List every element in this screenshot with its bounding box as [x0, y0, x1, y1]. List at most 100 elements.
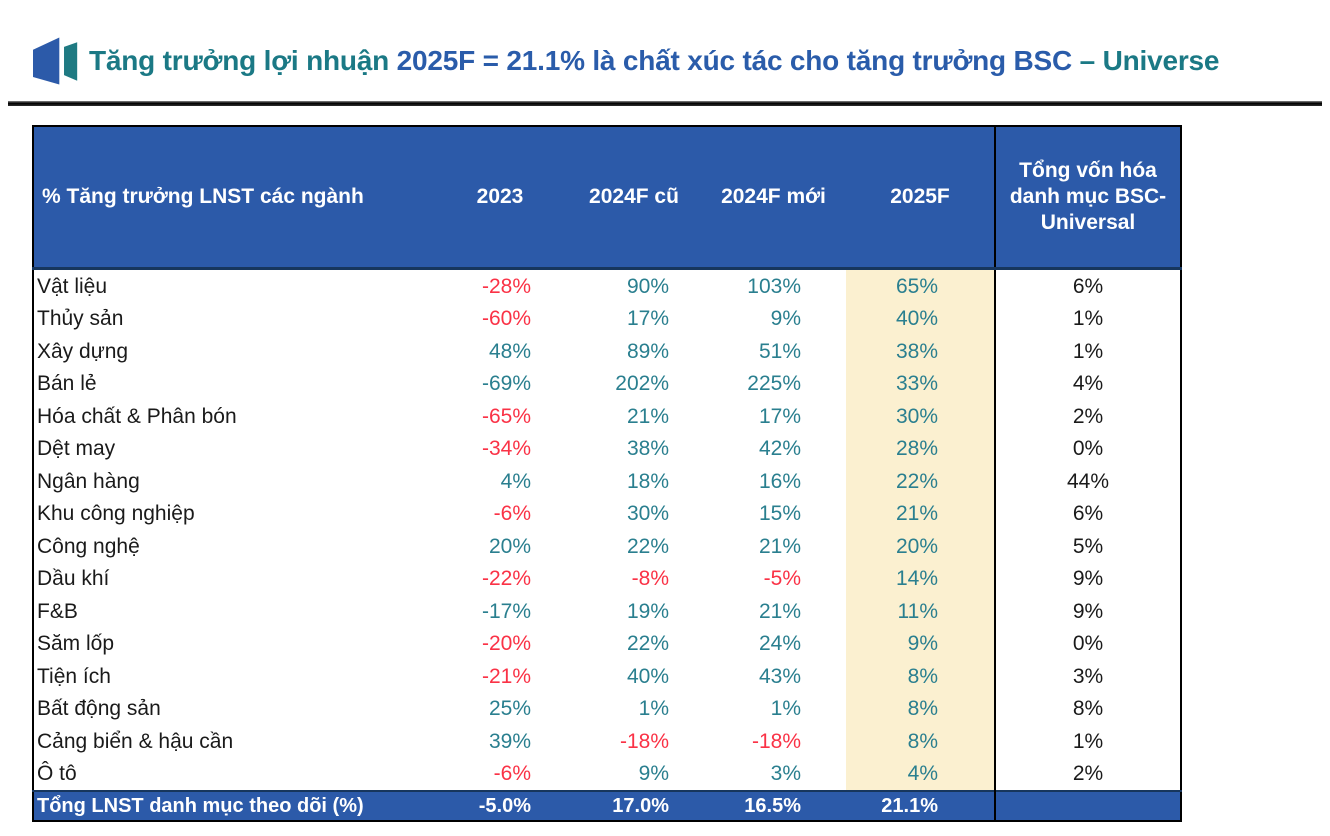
table-row: Hóa chất & Phân bón -65% 21% 17% 30% 2%: [33, 400, 1181, 433]
value-cell: -20%: [481, 632, 531, 656]
footer-label: Tổng LNST danh mục theo dõi (%): [33, 790, 433, 821]
industry-label: Hóa chất & Phân bón: [37, 404, 237, 428]
value-cell: 3%: [770, 762, 801, 786]
industry-label: Dầu khí: [37, 567, 110, 591]
table-row: Khu công nghiệp -6% 30% 15% 21% 6%: [33, 497, 1181, 530]
value-cell: 4%: [994, 367, 1181, 400]
value-cell: 8%: [846, 725, 995, 758]
value-cell: 22%: [846, 465, 995, 498]
header-row: % Tăng trưởng LNST các ngành 2023 2024F …: [33, 126, 1181, 270]
column-header-2024f-new: 2024F mới: [701, 126, 846, 270]
column-header-industries: % Tăng trưởng LNST các ngành: [33, 126, 433, 270]
column-header-2025f: 2025F: [846, 126, 995, 270]
value-cell: -17%: [481, 599, 531, 623]
page-title: Tăng trưởng lợi nhuận 2025F = 21.1% là c…: [89, 44, 1219, 78]
industry-label: Xây dựng: [37, 339, 129, 363]
value-cell: 0%: [994, 432, 1181, 465]
profit-growth-table: % Tăng trưởng LNST các ngành 2023 2024F …: [32, 125, 1182, 822]
value-cell: 22%: [626, 632, 669, 656]
table-row: Công nghệ 20% 22% 21% 20% 5%: [33, 530, 1181, 563]
industry-label: Dệt may: [37, 437, 116, 461]
value-cell: 9%: [994, 595, 1181, 628]
industry-label: Cảng biển & hậu cần: [37, 729, 234, 753]
value-cell: -18%: [751, 729, 801, 753]
value-cell: 8%: [846, 660, 995, 693]
industry-label: Bất động sản: [37, 697, 161, 721]
title-segment: 2025F = 21.1% là chất xúc tác cho tăng t…: [396, 45, 1080, 77]
industry-label: Tiện ích: [37, 664, 111, 688]
value-cell: 18%: [626, 469, 669, 493]
value-cell: 40%: [846, 302, 995, 335]
column-header-market-cap: Tổng vốn hóa danh mục BSC-Universal: [994, 126, 1181, 270]
value-cell: -34%: [481, 437, 531, 461]
footer-value-2025f: 21.1%: [846, 790, 995, 821]
value-cell: 9%: [638, 762, 669, 786]
footer-value-2024f-new: 16.5%: [701, 790, 846, 821]
footer-value-market-cap: [994, 790, 1181, 821]
table-footer: Tổng LNST danh mục theo dõi (%) -5.0% 17…: [33, 790, 1181, 821]
value-cell: -65%: [481, 404, 531, 428]
table-row: Cảng biển & hậu cần 39% -18% -18% 8% 1%: [33, 725, 1181, 758]
value-cell: 1%: [994, 302, 1181, 335]
value-cell: 6%: [994, 497, 1181, 530]
value-cell: 30%: [846, 400, 995, 433]
value-cell: 21%: [626, 404, 669, 428]
value-cell: -8%: [631, 567, 669, 591]
value-cell: 17%: [626, 307, 669, 331]
title-divider: [8, 101, 1322, 106]
industry-label: Ngân hàng: [37, 469, 140, 493]
value-cell: -69%: [481, 372, 531, 396]
table-row: Dệt may -34% 38% 42% 28% 0%: [33, 432, 1181, 465]
table-row: Xây dựng 48% 89% 51% 38% 1%: [33, 335, 1181, 368]
value-cell: 202%: [615, 372, 669, 396]
value-cell: -5%: [763, 567, 801, 591]
value-cell: -21%: [481, 664, 531, 688]
value-cell: 8%: [994, 692, 1181, 725]
value-cell: 20%: [846, 530, 995, 563]
value-cell: 5%: [994, 530, 1181, 563]
value-cell: 1%: [994, 335, 1181, 368]
value-cell: 28%: [846, 432, 995, 465]
industry-label: Săm lốp: [37, 632, 115, 656]
value-cell: 4%: [500, 469, 531, 493]
industry-label: Ô tô: [37, 762, 77, 786]
value-cell: 17%: [758, 404, 801, 428]
value-cell: 25%: [488, 697, 531, 721]
table-row: Vật liệu -28% 90% 103% 65% 6%: [33, 268, 1181, 303]
value-cell: 225%: [747, 372, 801, 396]
value-cell: 20%: [488, 534, 531, 558]
industry-label: Công nghệ: [37, 534, 140, 558]
value-cell: 48%: [488, 339, 531, 363]
value-cell: 39%: [488, 729, 531, 753]
footer-value-2024f-old: 17.0%: [567, 790, 701, 821]
value-cell: 2%: [994, 757, 1181, 791]
table-row: Ô tô -6% 9% 3% 4% 2%: [33, 757, 1181, 791]
title-row: Tăng trưởng lợi nhuận 2025F = 21.1% là c…: [33, 34, 1320, 88]
value-cell: 89%: [626, 339, 669, 363]
value-cell: 9%: [770, 307, 801, 331]
value-cell: 42%: [758, 437, 801, 461]
table-row: Ngân hàng 4% 18% 16% 22% 44%: [33, 465, 1181, 498]
table-row: Bán lẻ -69% 202% 225% 33% 4%: [33, 367, 1181, 400]
value-cell: 24%: [758, 632, 801, 656]
table-header: % Tăng trưởng LNST các ngành 2023 2024F …: [33, 126, 1181, 270]
value-cell: 8%: [846, 692, 995, 725]
value-cell: 16%: [758, 469, 801, 493]
value-cell: 22%: [626, 534, 669, 558]
value-cell: 33%: [846, 367, 995, 400]
value-cell: 51%: [758, 339, 801, 363]
value-cell: -60%: [481, 307, 531, 331]
value-cell: -6%: [493, 502, 531, 526]
table-row: Bất động sản 25% 1% 1% 8% 8%: [33, 692, 1181, 725]
industry-label: Bán lẻ: [37, 372, 97, 396]
value-cell: 38%: [626, 437, 669, 461]
value-cell: 30%: [626, 502, 669, 526]
value-cell: -22%: [481, 567, 531, 591]
value-cell: 43%: [758, 664, 801, 688]
value-cell: 14%: [846, 562, 995, 595]
value-cell: 6%: [994, 268, 1181, 303]
value-cell: 44%: [994, 465, 1181, 498]
value-cell: 65%: [846, 268, 995, 303]
value-cell: 38%: [846, 335, 995, 368]
